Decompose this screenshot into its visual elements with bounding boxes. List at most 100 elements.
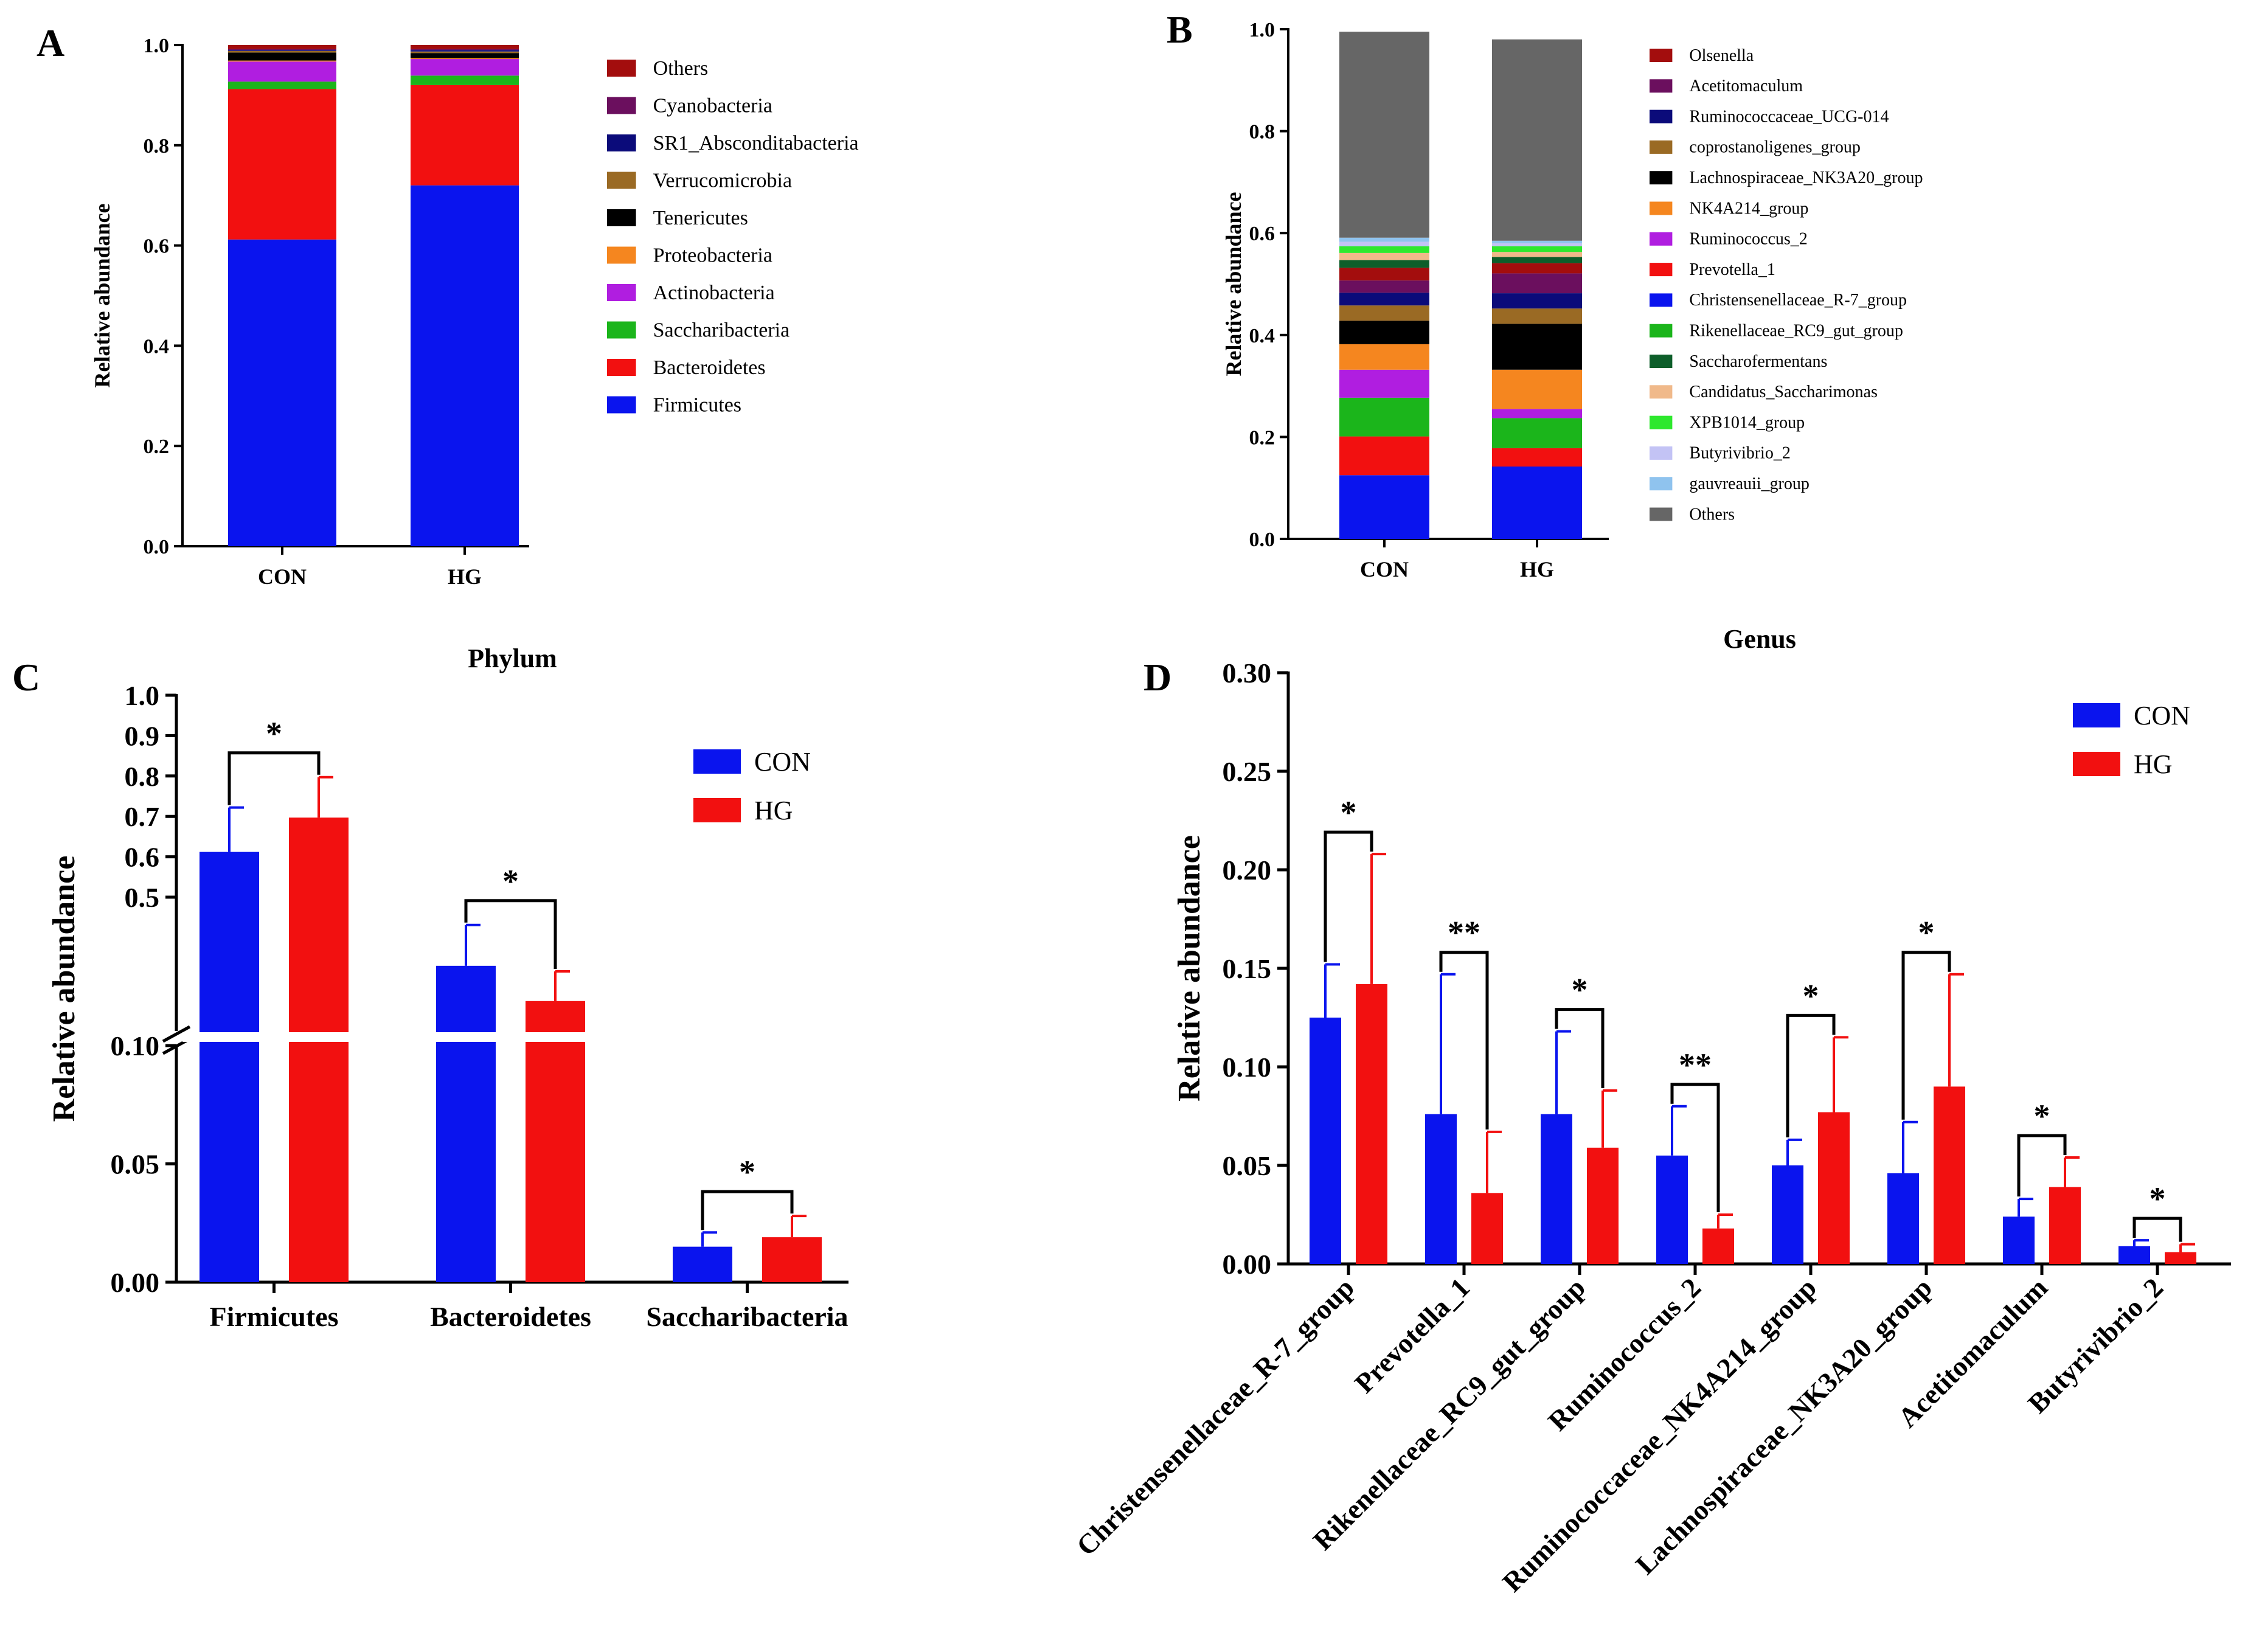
b-legend-label: Christensenellaceae_R-7_group xyxy=(1689,291,1907,310)
a-bar-segment xyxy=(228,49,336,50)
a-legend-label: Tenericutes xyxy=(653,207,748,229)
b-bar-segment xyxy=(1492,39,1582,241)
a-bar-segment xyxy=(228,52,336,61)
d-significance-bracket xyxy=(1324,830,1373,962)
d-significance-marker: ** xyxy=(1448,915,1480,951)
panel-label-d: D xyxy=(1143,656,1171,699)
b-legend-label: NK4A214_group xyxy=(1689,199,1808,218)
b-legend-swatch xyxy=(1650,49,1673,62)
a-bar-segment xyxy=(411,49,519,50)
a-legend-label: Others xyxy=(653,57,709,80)
b-bar-segment xyxy=(1339,293,1429,306)
b-y-tick-label: 0.6 xyxy=(1249,223,1275,245)
c-significance-bracket xyxy=(701,1190,794,1230)
c-y-tick-label: 0.8 xyxy=(125,761,160,792)
a-legend-label: Saccharibacteria xyxy=(653,319,790,342)
b-y-axis-label: Relative abundance xyxy=(1221,192,1246,376)
b-legend-label: Candidatus_Saccharimonas xyxy=(1689,383,1877,401)
d-significance-marker: * xyxy=(1918,915,1935,951)
b-bar-segment xyxy=(1492,324,1582,370)
a-bar-segment xyxy=(411,58,519,60)
b-bar-segment xyxy=(1339,436,1429,476)
b-legend-swatch xyxy=(1650,263,1673,277)
b-bar-segment xyxy=(1339,344,1429,370)
a-legend-swatch xyxy=(607,396,636,414)
b-y-tick-label: 0.8 xyxy=(1249,121,1275,144)
d-bar-con xyxy=(1541,1114,1572,1264)
c-title: Phylum xyxy=(468,644,557,673)
c-y-tick-label: 0.5 xyxy=(125,882,160,913)
a-bar-segment xyxy=(411,85,519,186)
c-bar-hg xyxy=(526,1001,585,1282)
b-bar-segment xyxy=(1339,397,1429,437)
d-bar-con xyxy=(1425,1114,1457,1264)
b-legend-swatch xyxy=(1650,446,1673,460)
d-bar-hg xyxy=(1702,1228,1734,1264)
a-bar-segment xyxy=(228,50,336,51)
a-bar-segment xyxy=(228,89,336,240)
b-legend-swatch xyxy=(1650,293,1673,307)
a-bar-segment xyxy=(411,185,519,547)
a-legend-label: Proteobacteria xyxy=(653,245,772,267)
a-y-tick-label: 0.2 xyxy=(144,436,170,458)
c-axis-break-mark xyxy=(162,1025,191,1043)
panel-label-a: A xyxy=(36,21,64,64)
a-legend-swatch xyxy=(607,172,636,189)
b-legend-label: gauvreauii_group xyxy=(1689,474,1810,493)
c-bar-hg xyxy=(762,1237,822,1282)
a-bar-segment xyxy=(228,239,336,546)
a-bar-segment xyxy=(228,50,336,53)
a-legend-swatch xyxy=(607,97,636,114)
d-bar-hg xyxy=(1471,1193,1503,1264)
b-bar-segment xyxy=(1492,243,1582,246)
a-bar-segment xyxy=(411,53,519,58)
b-legend-label: Olsenella xyxy=(1689,46,1754,65)
d-x-tick-label: Prevotella_1 xyxy=(1348,1272,1476,1399)
d-bar-con xyxy=(2003,1216,2035,1264)
b-bar-segment xyxy=(1492,273,1582,294)
b-bar-segment xyxy=(1492,467,1582,539)
c-y-tick-label: 1.0 xyxy=(125,680,160,711)
d-y-tick-label: 0.20 xyxy=(1223,855,1272,886)
b-bar-segment xyxy=(1339,268,1429,281)
c-significance-marker: * xyxy=(266,715,282,752)
chart-c: Phylum 0.00 0.05 0.10 0.5 0.6 0.7 0.8 0.9 1.0 Rela… xyxy=(47,644,848,1332)
panel-label-b: B xyxy=(1167,8,1193,51)
c-bar-con xyxy=(436,965,496,1282)
b-legend-label: coprostanoligenes_group xyxy=(1689,138,1861,157)
d-significance-marker: * xyxy=(1572,972,1588,1008)
b-legend-swatch xyxy=(1650,507,1673,521)
b-legend-swatch xyxy=(1650,355,1673,368)
b-y-tick-label: 0.4 xyxy=(1249,325,1275,347)
c-bar-con xyxy=(673,1246,732,1282)
d-y-tick-label: 0.10 xyxy=(1223,1052,1272,1083)
b-bar-segment xyxy=(1339,280,1429,293)
b-legend-label: Ruminococcus_2 xyxy=(1689,230,1807,249)
c-y-tick-label: 0.7 xyxy=(125,801,160,832)
a-legend-label: Actinobacteria xyxy=(653,282,775,304)
a-bar-segment xyxy=(411,75,519,85)
c-significance-marker: * xyxy=(502,863,519,900)
b-legend-swatch xyxy=(1650,477,1673,491)
a-legend-label: SR1_Absconditabacteria xyxy=(653,132,859,154)
d-bar-hg xyxy=(1356,984,1387,1264)
c-y-tick-label: 0.00 xyxy=(111,1267,160,1298)
c-y-tick-label: 0.10 xyxy=(111,1030,160,1061)
b-legend-swatch xyxy=(1650,109,1673,123)
b-legend-label: Prevotella_1 xyxy=(1689,260,1775,279)
a-legend-label: Cyanobacteria xyxy=(653,95,772,117)
d-title: Genus xyxy=(1723,624,1796,654)
d-significance-marker: * xyxy=(2034,1098,2050,1134)
b-bar-segment xyxy=(1339,241,1429,246)
b-bar-segment xyxy=(1492,418,1582,448)
b-bar-segment xyxy=(1492,369,1582,409)
a-legend-label: Bacteroidetes xyxy=(653,356,766,379)
b-bar-segment xyxy=(1492,263,1582,274)
a-bar-segment xyxy=(411,51,519,54)
d-bar-con xyxy=(1310,1018,1341,1264)
b-x-tick-label: HG xyxy=(1520,557,1554,581)
b-legend-swatch xyxy=(1650,201,1673,215)
d-legend-swatch xyxy=(2073,703,2120,727)
b-bar-segment xyxy=(1492,240,1582,243)
d-bar-con xyxy=(2118,1246,2150,1264)
